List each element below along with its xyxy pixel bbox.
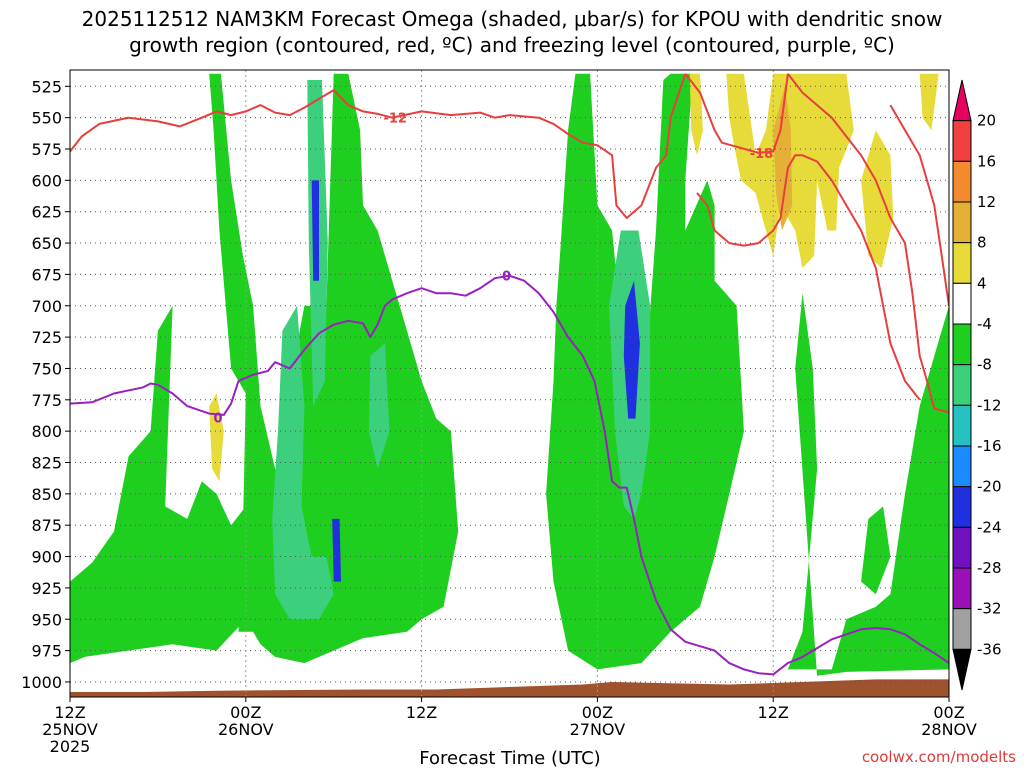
- colorbar-label-4: 4: [977, 274, 987, 292]
- colorbar-bin-1: [952, 120, 972, 162]
- colorbar-label-8: -16: [977, 437, 1002, 455]
- y-tick-label-725: 725: [31, 328, 62, 347]
- y-tick-label-800: 800: [31, 422, 62, 441]
- y-tick-label-525: 525: [31, 77, 62, 96]
- x-tick-label-24-0: 12Z: [406, 703, 437, 722]
- y-tick-label-600: 600: [31, 171, 62, 190]
- colorbar-label-11: -28: [977, 559, 1002, 577]
- colorbar-label-12: -32: [977, 600, 1002, 618]
- omega-region-teal-2: [272, 305, 334, 620]
- x-axis-label: Forecast Time (UTC): [419, 748, 600, 768]
- freezing-level-label-2: 0: [213, 411, 222, 426]
- x-tick-label-60-1: 28NOV: [921, 720, 977, 739]
- colorbar-label-6: -8: [977, 356, 992, 374]
- x-tick-label-12-0: 00Z: [230, 703, 261, 722]
- x-tick-label-36-1: 27NOV: [570, 720, 626, 739]
- colorbar-label-1: 16: [977, 152, 996, 170]
- colorbar-bin-3: [952, 201, 972, 244]
- colorbar-bin-10: [952, 486, 972, 528]
- y-tick-label-625: 625: [31, 203, 62, 222]
- plot-frame: [69, 69, 950, 698]
- x-tick-label-36-0: 00Z: [582, 703, 613, 722]
- colorbar-bin-13: [952, 608, 972, 650]
- ground-surface: [70, 679, 949, 697]
- chart-title-line-2: growth region (contoured, red, ºC) and f…: [129, 33, 895, 57]
- colorbar-bin-4: [952, 242, 972, 284]
- colorbar-label-10: -24: [977, 518, 1002, 536]
- omega-region-teal-4: [368, 343, 390, 469]
- omega-region-yellow-2: [861, 130, 894, 269]
- colorbar-bin-12: [952, 567, 972, 610]
- colorbar-bin-8: [952, 404, 972, 447]
- colorbar-bin-2: [952, 160, 972, 203]
- dendritic-contour-minus12-upper-label: -12: [383, 112, 407, 127]
- omega-region-yellow-3: [919, 73, 939, 131]
- x-tick-label-0-1: 25NOV: [42, 720, 98, 739]
- y-tick-label-900: 900: [31, 548, 62, 567]
- x-tick-label-48-0: 12Z: [758, 703, 789, 722]
- omega-region-blue-2: [332, 518, 341, 582]
- omega-region-late-small: [861, 506, 891, 595]
- y-tick-label-850: 850: [31, 485, 62, 504]
- y-tick-label-550: 550: [31, 109, 62, 128]
- colorbar-bin-11: [952, 526, 972, 569]
- y-tick-label-1000: 1000: [21, 673, 62, 692]
- x-tick-label-12-1: 26NOV: [218, 720, 274, 739]
- y-tick-label-925: 925: [31, 579, 62, 598]
- colorbar-bin-6: [952, 323, 972, 366]
- y-axis-pressure: 525 550 575 600 625 650 675 700 725 750 775 800 825 8…: [21, 77, 70, 692]
- colorbar-label-3: 8: [977, 234, 987, 252]
- y-tick-label-875: 875: [31, 516, 62, 535]
- dendritic-contour-minus12-mid: [696, 154, 921, 401]
- y-tick-label-775: 775: [31, 391, 62, 410]
- y-tick-label-575: 575: [31, 140, 62, 159]
- y-tick-label-675: 675: [31, 265, 62, 284]
- omega-region-blue-3: [311, 180, 319, 281]
- dendritic-contour-minus18-label: -18: [750, 147, 774, 162]
- colorbar-bin-9: [952, 445, 972, 488]
- colorbar-label-5: -4: [977, 315, 992, 333]
- x-tick-label-0-2: 2025: [50, 737, 91, 756]
- credit-text[interactable]: coolwx.com/modelts: [862, 748, 1016, 766]
- omega-colorbar: 20 16 12 8 4 -4 -8 -12 -16 -20 -24 -28 -32 -36: [952, 79, 1002, 691]
- colorbar-label-13: -36: [977, 640, 1002, 658]
- colorbar-bin-7: [952, 364, 972, 406]
- dendritic-contour-minus12-upper: [70, 73, 687, 219]
- omega-region-second-system: [546, 73, 744, 670]
- omega-region-blue-1: [623, 280, 640, 419]
- x-tick-label-60-0: 00Z: [933, 703, 964, 722]
- colorbar-label-2: 12: [977, 193, 996, 211]
- omega-region-late: [787, 293, 949, 676]
- omega-region-midday: [209, 73, 459, 664]
- y-tick-label-650: 650: [31, 234, 62, 253]
- chart-title-line-1: 2025112512 NAM3KM Forecast Omega (shaded…: [82, 7, 943, 31]
- colorbar-bin-bottom-arrow: [952, 648, 972, 691]
- contour-lines: -12 -18 0 0: [70, 73, 949, 676]
- y-tick-label-975: 975: [31, 642, 62, 661]
- colorbar-label-9: -20: [977, 478, 1002, 496]
- y-tick-label-950: 950: [31, 610, 62, 629]
- freezing-level-contour: [70, 274, 949, 676]
- y-tick-label-750: 750: [31, 359, 62, 378]
- x-tick-label-0-0: 12Z: [54, 703, 85, 722]
- dendritic-contour-minus12-right: [889, 104, 949, 306]
- colorbar-label-0: 20: [977, 112, 996, 130]
- colorbar-bin-5: [952, 282, 972, 325]
- dendritic-contour-minus12-lower: [787, 73, 949, 414]
- y-tick-label-825: 825: [31, 454, 62, 473]
- y-tick-label-700: 700: [31, 297, 62, 316]
- dendritic-contour-minus18: [684, 73, 789, 154]
- freezing-level-label-1: 0: [502, 270, 511, 285]
- omega-region-orange-1: [773, 86, 793, 231]
- colorbar-label-7: -12: [977, 396, 1002, 414]
- omega-region-early-low: [70, 305, 254, 664]
- omega-shading: [70, 73, 949, 697]
